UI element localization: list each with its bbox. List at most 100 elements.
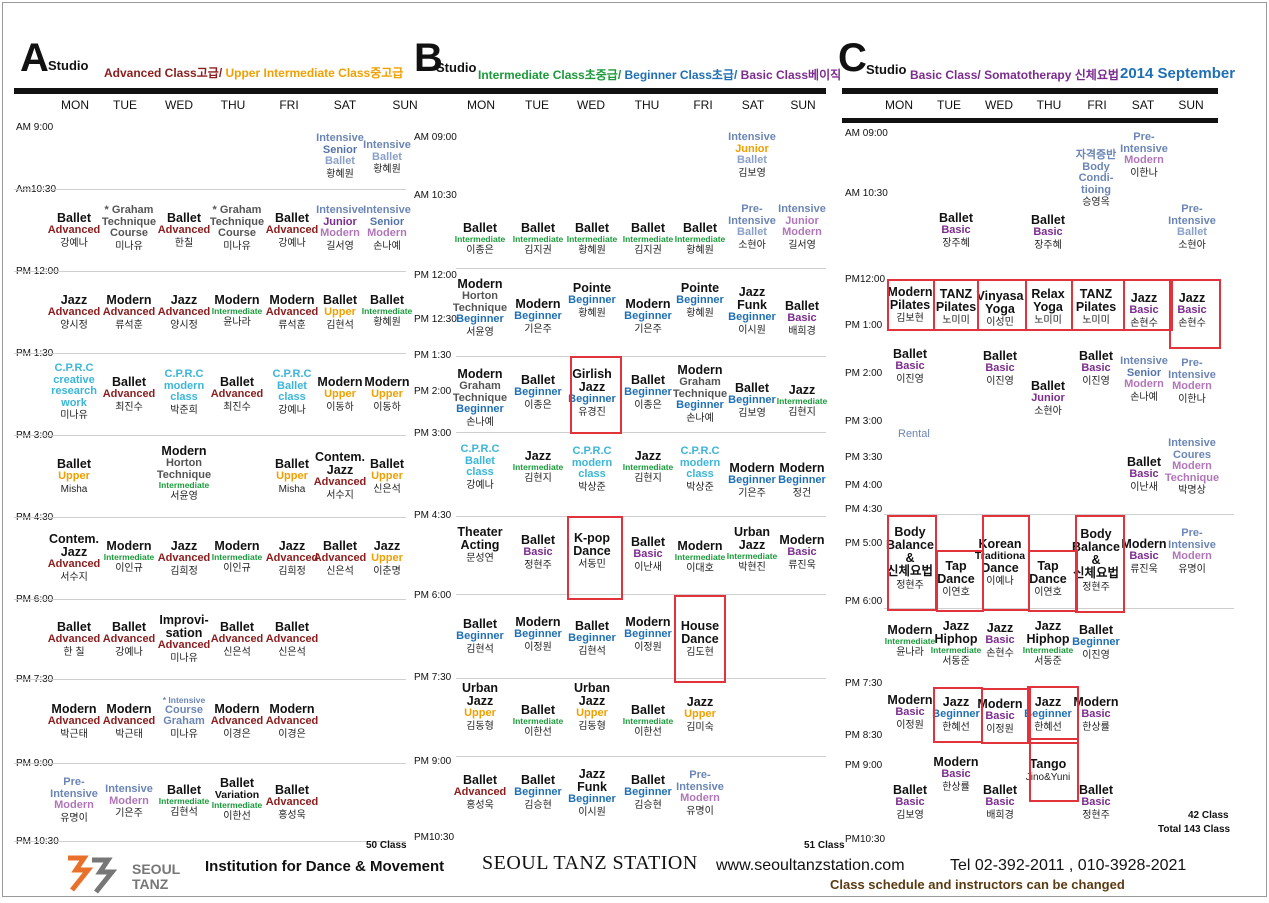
class-cell[interactable]: Ballet Advanced 신은석 [306, 539, 374, 577]
class-cell[interactable]: Ballet Advanced 홍성욱 [258, 783, 326, 821]
class-cell[interactable]: Ballet Advanced 한칠 [150, 211, 218, 249]
class-cell[interactable]: Ballet Intermediate 이종은 [452, 221, 508, 257]
class-cell[interactable]: Jazz Beginner 한혜선 [928, 695, 984, 733]
class-cell[interactable]: C.P.R.C creative research work 미나유 [40, 362, 108, 422]
class-cell[interactable]: Ballet Advanced 최진수 [95, 375, 163, 413]
class-cell[interactable]: Pre- Intensive Modern 유명이 [672, 769, 728, 817]
class-cell[interactable]: Modern Intermediate 이인규 [95, 539, 163, 575]
class-cell[interactable]: Intensive Senior Modern 손나예 [353, 204, 421, 252]
class-cell[interactable]: * Intensive Course Graham 미나유 [150, 696, 218, 741]
class-cell[interactable]: Ballet Basic 배희경 [972, 783, 1028, 821]
class-cell[interactable]: C.P.R.C Ballet class 강예나 [452, 443, 508, 491]
class-cell[interactable]: Ballet Basic 정현주 [1068, 783, 1124, 821]
class-cell[interactable]: Modern Pilates 김보현 [882, 285, 938, 325]
class-cell[interactable]: K-pop Dance 서동민 [564, 531, 620, 571]
class-cell[interactable]: Modern Beginner 이정원 [620, 615, 676, 653]
class-cell[interactable]: Ballet Upper Misha [40, 457, 108, 495]
class-cell[interactable]: Ballet Advanced 강예나 [40, 211, 108, 249]
class-cell[interactable]: C.P.R.C Ballet class 강예나 [258, 368, 326, 416]
class-cell[interactable]: Intensive Junior Modern 길서영 [306, 204, 374, 252]
class-cell[interactable]: Intensive Senior Ballet 황혜원 [306, 132, 374, 180]
class-cell[interactable]: Intensive Senior Modern 손나예 [1116, 355, 1172, 403]
class-cell[interactable]: Jazz Advanced 양시정 [40, 293, 108, 331]
class-cell[interactable]: Modern Advanced 류석훈 [258, 293, 326, 331]
class-cell[interactable]: Ballet Upper 신은석 [353, 457, 421, 495]
class-cell[interactable]: Modern Advanced 이경은 [203, 702, 271, 740]
class-cell[interactable]: Pre- Intensive Ballet 소현아 [1164, 203, 1220, 251]
class-cell[interactable]: Pointe Beginner 황혜원 [564, 281, 620, 319]
class-cell[interactable]: Ballet Advanced 신은석 [203, 620, 271, 658]
class-cell[interactable]: Ballet Beginner 김승현 [510, 773, 566, 811]
class-cell[interactable]: 자격증반 Body Condi-tioing 승영옥 [1068, 149, 1124, 209]
class-cell[interactable]: Modern Basic 한상률 [928, 755, 984, 793]
class-cell[interactable]: Modern Basic 한상률 [1068, 695, 1124, 733]
class-cell[interactable]: Modern Intermediate 이대호 [672, 539, 728, 575]
class-cell[interactable]: Modern Graham Technique Beginner 손나예 [452, 367, 508, 428]
class-cell[interactable]: Ballet Basic 배희경 [774, 299, 830, 337]
class-cell[interactable]: Jazz Basic 손현수 [1116, 291, 1172, 329]
class-cell[interactable]: Ballet Basic 이난새 [620, 535, 676, 573]
class-cell[interactable]: Modern Advanced 이경은 [258, 702, 326, 740]
class-cell[interactable]: Jazz Advanced 김희정 [150, 539, 218, 577]
class-cell[interactable]: Modern Basic 류진욱 [774, 533, 830, 571]
class-cell[interactable]: Ballet Basic 이진영 [882, 347, 938, 385]
class-cell[interactable]: Contem. Jazz Advanced 서수지 [40, 532, 108, 583]
class-cell[interactable]: Modern Intermediate 윤나라 [882, 623, 938, 659]
class-cell[interactable]: Korean Traditiona Dance 이예나 [972, 537, 1028, 588]
class-cell[interactable]: Ballet Intermediate 이한선 [510, 703, 566, 739]
class-cell[interactable]: Tango Jino&Yuni [1020, 757, 1076, 784]
class-cell[interactable]: Modern Intermediate 이인규 [203, 539, 271, 575]
class-cell[interactable]: Pointe Beginner 황혜원 [672, 281, 728, 319]
class-cell[interactable]: Jazz Basic 손현수 [1164, 291, 1220, 329]
class-cell[interactable]: Modern Advanced 류석훈 [95, 293, 163, 331]
class-cell[interactable]: Urban Jazz Upper 김동형 [452, 681, 508, 732]
class-cell[interactable]: Jazz Intermediate 김현지 [774, 383, 830, 419]
class-cell[interactable]: Modern Upper 이동하 [353, 375, 421, 413]
class-cell[interactable]: Ballet Basic 장주혜 [928, 211, 984, 249]
class-cell[interactable]: Urban Jazz Upper 김동형 [564, 681, 620, 732]
class-cell[interactable]: Ballet Beginner 이종은 [620, 373, 676, 411]
class-cell[interactable]: TANZ Pilates 노미미 [928, 287, 984, 327]
class-cell[interactable]: Ballet Beginner 김현석 [452, 617, 508, 655]
class-cell[interactable]: Ballet Beginner 김현석 [564, 619, 620, 657]
class-cell[interactable]: Urban Jazz Intermediate 박현진 [724, 525, 780, 574]
class-cell[interactable]: Modern Basic 이정원 [972, 697, 1028, 735]
class-cell[interactable]: TANZ Pilates 노미미 [1068, 287, 1124, 327]
class-cell[interactable]: Ballet Intermediate 이한선 [620, 703, 676, 739]
class-cell[interactable]: Ballet Upper Misha [258, 457, 326, 495]
class-cell[interactable]: Jazz Intermediate 김현지 [510, 449, 566, 485]
class-cell[interactable]: Pre- Intensive Modern 이한나 [1116, 131, 1172, 179]
class-cell[interactable]: Ballet Advanced 강예나 [258, 211, 326, 249]
class-cell[interactable]: * Graham Technique Course 미나유 [203, 204, 271, 252]
class-cell[interactable]: Jazz Basic 손현수 [972, 621, 1028, 659]
class-cell[interactable]: Pre- Intensive Ballet 소현아 [724, 203, 780, 251]
class-cell[interactable]: Ballet Basic 김보영 [882, 783, 938, 821]
class-cell[interactable]: Ballet Advanced 최진수 [203, 375, 271, 413]
class-cell[interactable]: Pre- Intensive Modern 이한나 [1164, 357, 1220, 405]
class-cell[interactable]: Ballet Variation Intermediate 이한선 [203, 776, 271, 823]
class-cell[interactable]: Contem. Jazz Advanced 서수지 [306, 450, 374, 501]
class-cell[interactable]: Ballet Intermediate 김지권 [620, 221, 676, 257]
class-cell[interactable]: Ballet Intermediate 김현석 [150, 783, 218, 819]
class-cell[interactable]: Jazz Hiphop Intermediate 서동준 [1020, 619, 1076, 668]
class-cell[interactable]: Ballet Intermediate 황혜원 [564, 221, 620, 257]
class-cell[interactable]: Ballet Junior 소현아 [1020, 379, 1076, 417]
class-cell[interactable]: Modern Basic 이정원 [882, 693, 938, 731]
class-cell[interactable]: Vinyasa Yoga 이성민 [972, 289, 1028, 329]
class-cell[interactable]: House Dance 김도현 [672, 619, 728, 659]
class-cell[interactable]: Modern Advanced 박근태 [95, 702, 163, 740]
class-cell[interactable]: Modern Beginner 기은주 [510, 297, 566, 335]
class-cell[interactable]: Modern Beginner 정건 [774, 461, 830, 499]
class-cell[interactable]: Pre- Intensive Modern 유명이 [1164, 527, 1220, 575]
class-cell[interactable]: C.P.R.C modern class 박상준 [672, 445, 728, 493]
class-cell[interactable]: * Graham Technique Course 미나유 [95, 204, 163, 252]
class-cell[interactable]: Modern Basic 류진욱 [1116, 537, 1172, 575]
class-cell[interactable]: Ballet Beginner 이종은 [510, 373, 566, 411]
class-cell[interactable]: Jazz Advanced 김희정 [258, 539, 326, 577]
class-cell[interactable]: Jazz Hiphop Intermediate 서동준 [928, 619, 984, 668]
class-cell[interactable]: Modern Horton Technique Beginner 서윤영 [452, 277, 508, 338]
class-cell[interactable]: Body Balance & 신체요법 정현주 [882, 525, 938, 591]
class-cell[interactable]: Intensive Coures Modern Technique 박명상 [1164, 437, 1220, 497]
class-cell[interactable]: Relax Yoga 노미미 [1020, 287, 1076, 327]
class-cell[interactable]: Intensive Modern 기은주 [95, 783, 163, 820]
